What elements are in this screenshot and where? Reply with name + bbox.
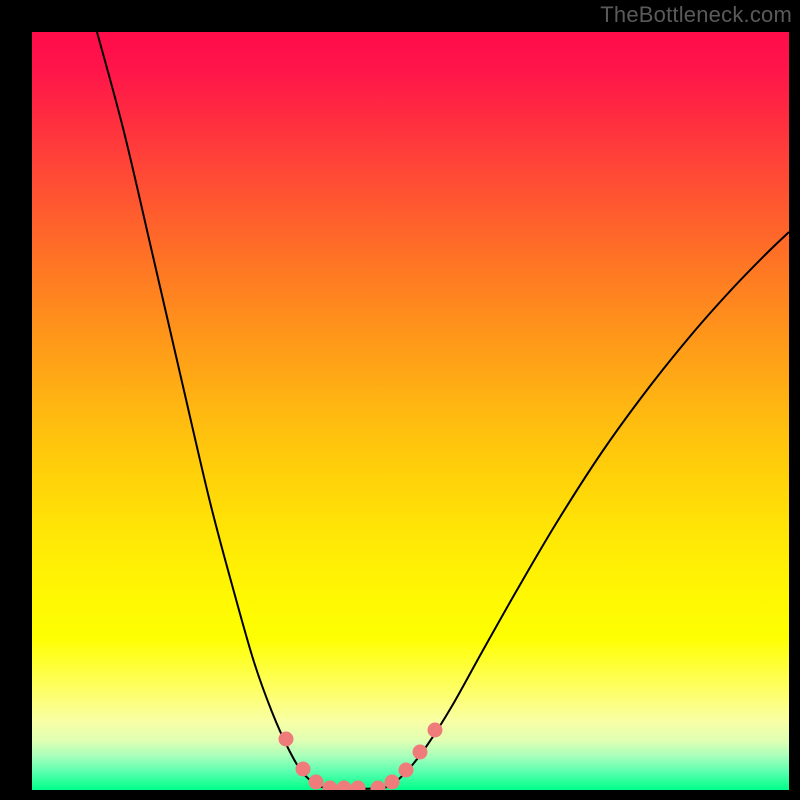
marker-point [279, 732, 294, 747]
bottleneck-curve [97, 32, 789, 789]
marker-point [385, 775, 400, 790]
watermark-text: TheBottleneck.com [600, 2, 792, 28]
curve-layer [32, 32, 789, 790]
marker-point [371, 781, 386, 791]
marker-point [428, 723, 443, 738]
plot-area [32, 32, 789, 790]
marker-point [309, 775, 324, 790]
marker-point [351, 781, 366, 791]
marker-point [337, 781, 352, 791]
marker-point [413, 745, 428, 760]
marker-point [399, 763, 414, 778]
marker-point [296, 762, 311, 777]
marker-point [323, 781, 338, 791]
